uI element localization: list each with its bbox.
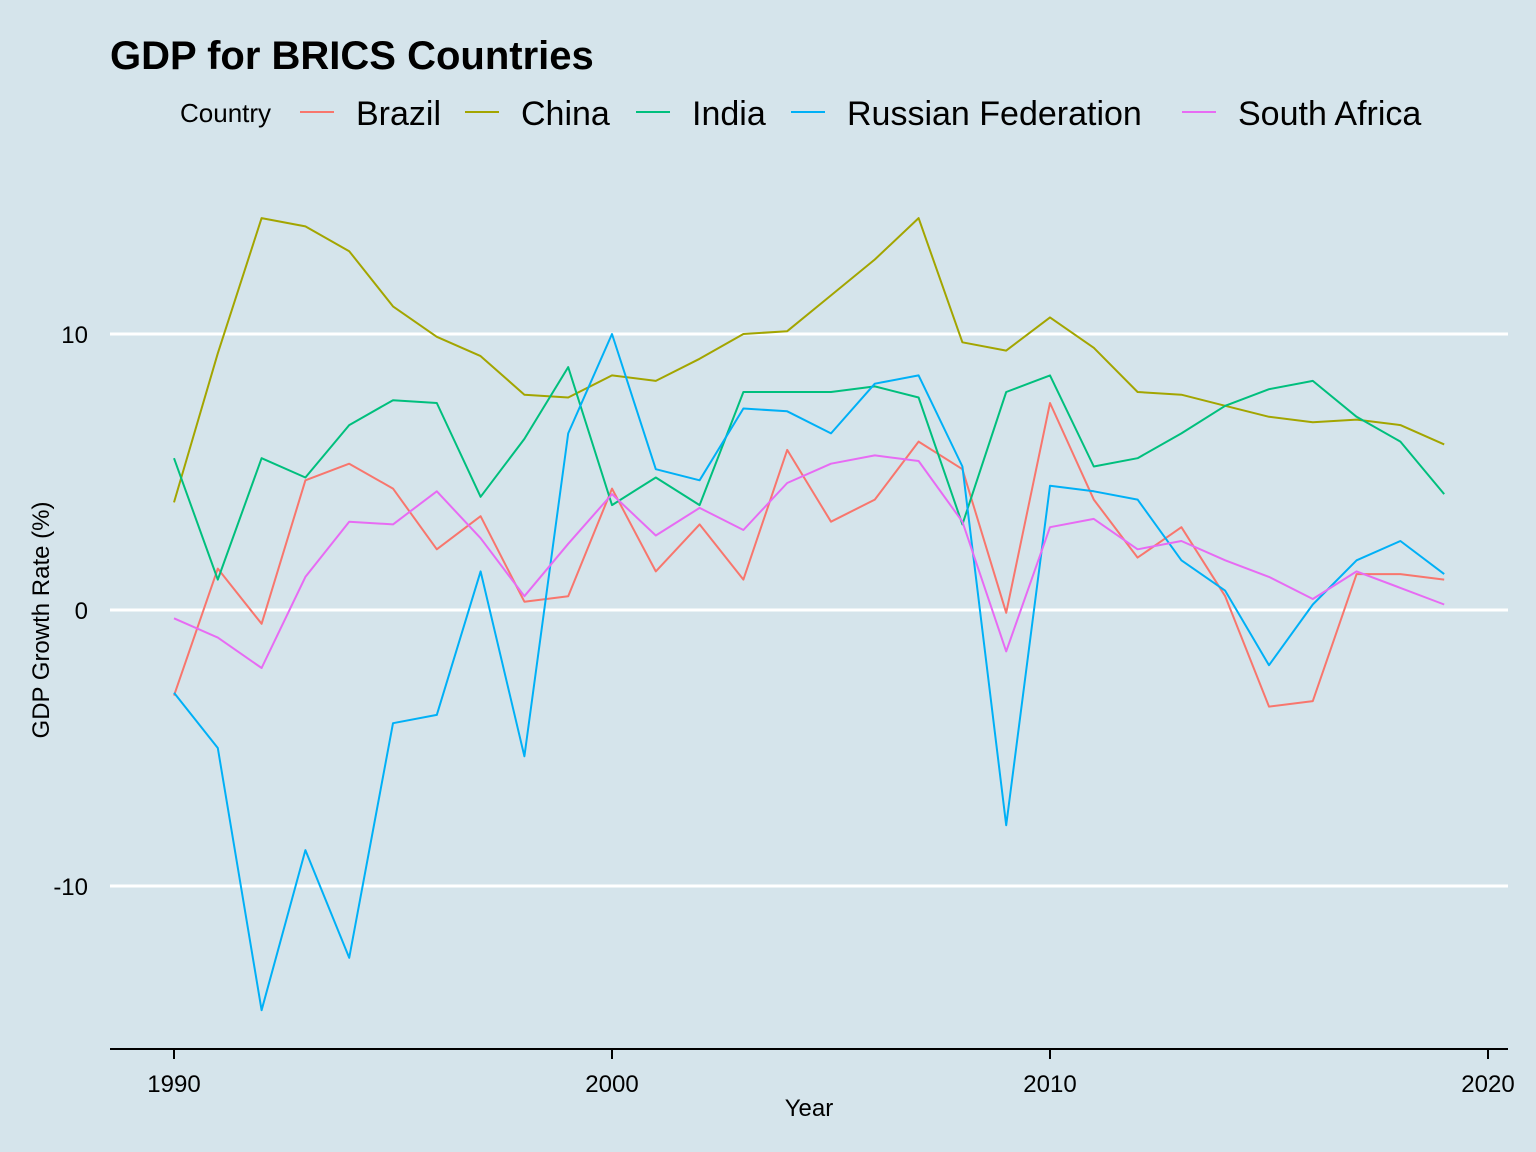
legend-item-brazil: Brazil	[300, 95, 441, 133]
y-tick-label: 0	[75, 598, 88, 625]
y-axis-title: GDP Growth Rate (%)	[28, 502, 55, 739]
x-tick-label: 1990	[147, 1071, 200, 1098]
y-tick-label: -10	[53, 874, 88, 901]
chart-title: GDP for BRICS Countries	[110, 34, 594, 78]
legend-label: India	[692, 95, 766, 133]
legend-label: Russian Federation	[847, 95, 1142, 133]
series-layer	[173, 217, 1445, 1012]
series-line-brazil	[173, 402, 1445, 708]
legend: Country Brazil China India Russian Federati…	[180, 95, 1421, 133]
legend-item-south-africa: South Africa	[1182, 95, 1421, 133]
series-line-india	[173, 366, 1445, 581]
series-line-china	[173, 217, 1445, 503]
legend-label: Brazil	[356, 95, 441, 133]
series-line-russian-federation	[173, 333, 1445, 1012]
legend-item-russian-federation: Russian Federation	[791, 95, 1142, 133]
legend-label: South Africa	[1238, 95, 1421, 133]
gridlines	[110, 332, 1508, 888]
legend-item-china: China	[465, 95, 610, 133]
x-tick-label: 2000	[585, 1071, 638, 1098]
y-ticks: -10 0 10	[53, 322, 88, 901]
series-line-south-africa	[173, 454, 1445, 669]
legend-title: Country	[180, 98, 271, 128]
x-ticks: 1990 2000 2010 2020	[147, 1049, 1515, 1098]
legend-label: China	[521, 95, 610, 133]
legend-item-india: India	[636, 95, 766, 133]
y-tick-label: 10	[61, 322, 88, 349]
x-tick-label: 2020	[1461, 1071, 1514, 1098]
x-tick-label: 2010	[1023, 1071, 1076, 1098]
x-axis-title: Year	[785, 1095, 834, 1122]
